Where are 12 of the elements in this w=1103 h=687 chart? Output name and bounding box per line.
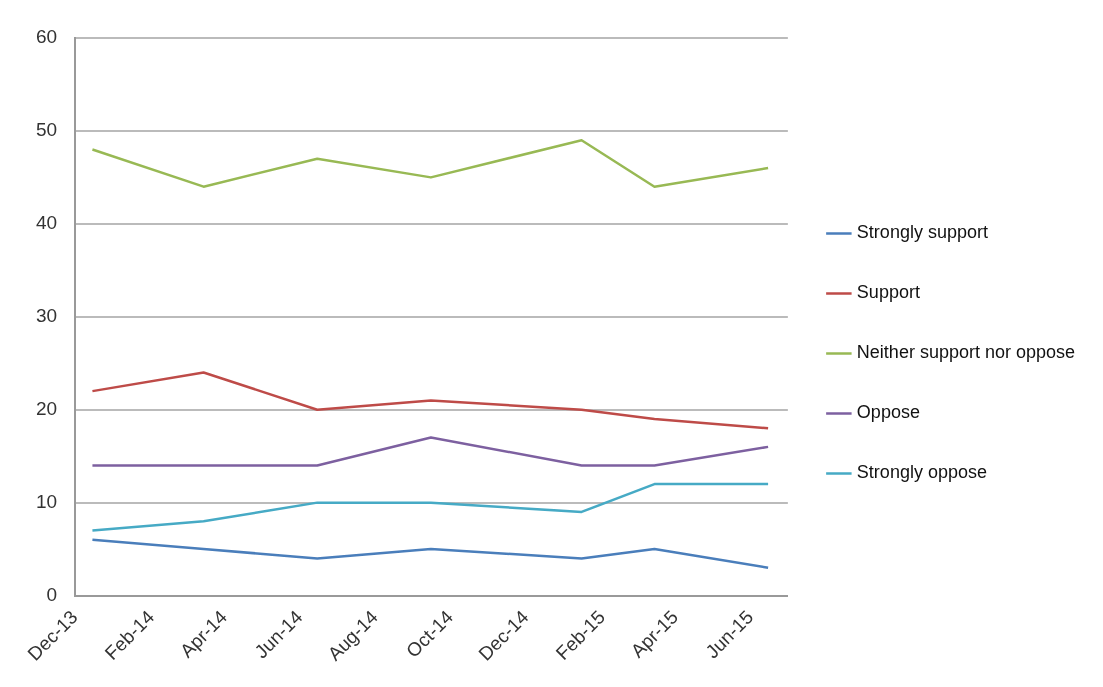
legend-label: Strongly oppose	[856, 462, 987, 483]
y-tick-label: 10	[35, 490, 58, 512]
y-tick-label: 50	[35, 119, 58, 141]
legend-label: Support	[856, 282, 920, 303]
legend-label: Strongly support	[856, 222, 988, 243]
legend-label: Oppose	[856, 402, 920, 423]
y-tick-label: 60	[35, 26, 58, 48]
y-tick-label: 0	[46, 583, 58, 605]
legend-label: Neither support nor oppose	[856, 342, 1075, 363]
y-tick-label: 40	[35, 212, 58, 234]
y-tick-label: 20	[35, 397, 58, 419]
y-tick-label: 30	[35, 305, 58, 327]
